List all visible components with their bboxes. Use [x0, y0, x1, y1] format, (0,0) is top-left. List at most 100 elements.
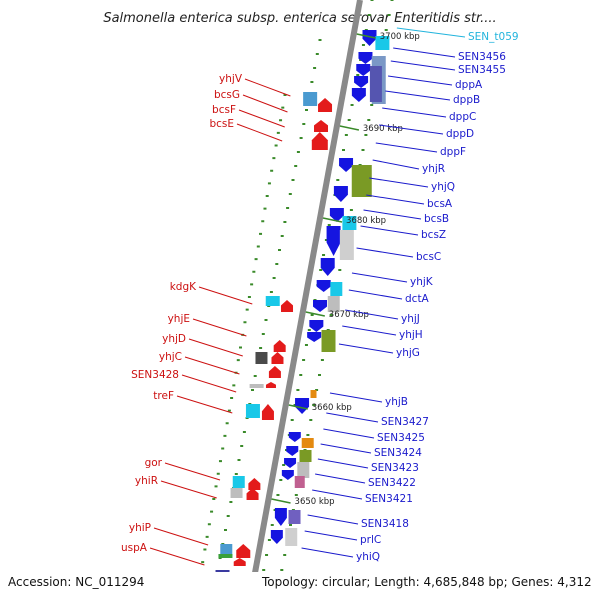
label-leader	[345, 309, 399, 320]
guide-dot	[356, 74, 360, 76]
gene-arrow	[270, 530, 283, 544]
guide-dot	[261, 220, 265, 223]
guide-dot	[338, 269, 342, 271]
guide-dot	[329, 314, 333, 316]
gene-arrow	[318, 98, 333, 112]
guide-dot	[310, 81, 314, 83]
right-gene-label: yhjH	[399, 329, 423, 341]
guide-dot	[299, 137, 303, 139]
gene-arrow	[281, 300, 294, 312]
right-gene-label: SEN3422	[368, 477, 416, 489]
guide-dot	[236, 359, 240, 362]
guide-dot	[239, 346, 242, 349]
gene-block	[351, 165, 372, 197]
gene-block	[297, 462, 310, 478]
gene-arrow	[351, 88, 366, 102]
gene-block	[310, 390, 317, 398]
gene-block	[294, 476, 305, 488]
guide-dot	[367, 14, 371, 16]
gene-arrow	[268, 366, 281, 378]
guide-dot	[267, 539, 271, 541]
tick-mark	[339, 125, 360, 131]
label-leader	[360, 225, 419, 236]
gene-block	[330, 282, 343, 296]
gene-arrow	[326, 226, 341, 256]
guide-dot	[229, 501, 233, 503]
label-leader	[188, 338, 243, 357]
guide-dot	[282, 464, 286, 466]
guide-dot	[281, 106, 285, 109]
gene-arrow	[273, 340, 286, 352]
right-gene-label: SEN3418	[361, 518, 409, 530]
label-leader	[375, 142, 438, 153]
guide-dot	[250, 283, 254, 286]
gene-block	[255, 352, 268, 364]
guide-dot	[262, 569, 266, 571]
guide-dot	[309, 419, 313, 421]
guide-dot	[240, 445, 244, 447]
guide-dot	[280, 569, 284, 571]
guide-dot	[336, 179, 340, 181]
guide-dot	[253, 375, 257, 377]
guide-dot	[212, 498, 216, 500]
guide-dot	[283, 554, 287, 556]
right-gene-label: yhjJ	[401, 313, 420, 325]
gene-arrow	[246, 488, 259, 500]
gene-arrow	[265, 382, 276, 388]
right-gene-label: dppA	[455, 79, 483, 91]
left-gene-label: treF	[153, 390, 174, 402]
left-gene-label: kdgK	[170, 281, 197, 293]
tick-label: 3690 kbp	[363, 124, 403, 134]
guide-dot	[296, 389, 300, 391]
label-leader	[385, 90, 451, 101]
guide-dot	[205, 535, 209, 538]
genome-backbone	[247, 0, 363, 600]
right-gene-label: SEN3456	[458, 51, 506, 63]
guide-dot	[305, 109, 308, 111]
label-leader	[382, 107, 447, 118]
right-gene-label: yhjK	[410, 276, 434, 288]
guide-dot	[247, 296, 251, 298]
gene-block	[339, 230, 354, 260]
right-gene-label: SEN3425	[377, 432, 425, 444]
gene-arrow	[354, 76, 369, 88]
label-leader	[304, 530, 358, 541]
label-leader	[379, 124, 444, 135]
guide-dot	[370, 104, 374, 106]
guide-dot	[274, 144, 278, 147]
label-leader	[198, 286, 253, 305]
label-leader	[242, 94, 288, 113]
guide-dot	[269, 291, 273, 293]
left-gene-label: bcsG	[214, 89, 240, 101]
tick-label: 3680 kbp	[346, 216, 386, 226]
guide-dot	[261, 333, 265, 335]
gene-block	[288, 510, 301, 524]
guide-dot	[230, 397, 234, 399]
guide-dot	[237, 459, 241, 461]
guide-dot	[267, 182, 271, 185]
right-gene-label: bcsA	[427, 198, 453, 210]
guide-dot	[265, 554, 269, 556]
guide-dot	[272, 157, 276, 160]
gene-block	[369, 66, 382, 102]
guide-dot	[207, 523, 211, 526]
guide-dot	[319, 269, 323, 271]
guide-dot	[320, 359, 324, 361]
guide-dot	[224, 529, 227, 531]
left-gene-labels: yhjV bcsG bcsF bcsE kdgK yhjE yhjD yhjC SEN3428 t…	[121, 73, 291, 566]
guide-dot	[367, 119, 371, 121]
tick-label: 3660 kbp	[312, 403, 352, 413]
guide-dot	[347, 119, 351, 121]
guide-dot	[291, 179, 295, 181]
gene-block	[375, 36, 390, 50]
right-gene-label: prlC	[360, 534, 381, 546]
guide-dot	[279, 479, 283, 481]
gene-arrow	[295, 398, 310, 414]
guide-dot	[318, 39, 322, 41]
right-gene-label: yhjB	[385, 396, 408, 408]
left-gene-label: SEN3428	[131, 369, 179, 381]
gene-features	[215, 30, 390, 580]
label-leader	[307, 514, 359, 525]
gene-block	[232, 476, 245, 488]
right-gene-label: SEN3455	[458, 64, 506, 76]
